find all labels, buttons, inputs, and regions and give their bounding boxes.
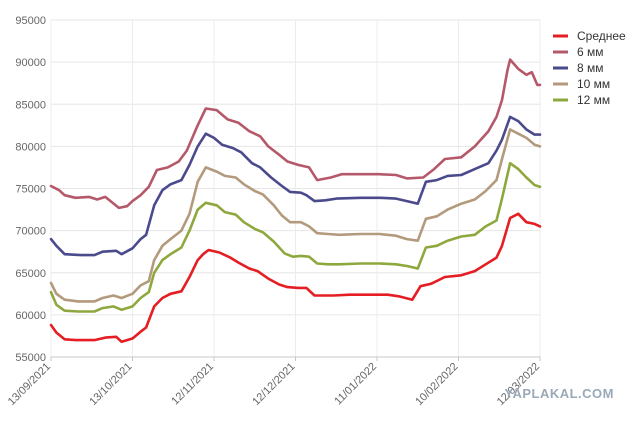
y-tick-label: 65000 <box>15 268 46 280</box>
series-line <box>49 58 542 210</box>
x-tick-label: 11/01/2022 <box>332 361 379 408</box>
y-tick-label: 60000 <box>15 310 46 322</box>
series-line <box>49 128 542 303</box>
watermark-text: YAPLAKAL.COM <box>504 386 614 401</box>
x-tick-label: 12/12/2021 <box>250 361 297 408</box>
x-tick-label: 13/10/2021 <box>87 361 134 408</box>
x-tick-label: 10/02/2022 <box>413 361 460 408</box>
legend-label: 8 мм <box>577 61 604 75</box>
y-axis-ticks: 55000 60000 65000 70000 75000 80000 85000 90000… <box>15 15 46 364</box>
series-line <box>49 212 542 344</box>
legend-label: 12 мм <box>577 93 610 107</box>
series-line <box>49 161 542 313</box>
series-lines <box>49 58 542 344</box>
y-tick-label: 55000 <box>15 352 46 364</box>
x-tick-label: 13/09/2021 <box>6 361 53 408</box>
x-axis-ticks: 13/09/2021 13/10/2021 12/11/2021 12/12/2021… <box>6 357 542 408</box>
y-tick-label: 75000 <box>15 184 46 196</box>
series-line <box>49 115 542 257</box>
y-tick-label: 85000 <box>15 99 46 111</box>
y-tick-label: 90000 <box>15 57 46 69</box>
x-tick-label: 12/11/2021 <box>169 361 216 408</box>
y-tick-label: 80000 <box>15 141 46 153</box>
grid-lines <box>50 19 541 358</box>
y-tick-label: 95000 <box>15 15 46 27</box>
legend-label: Среднее <box>577 29 626 43</box>
legend-label: 10 мм <box>577 77 610 91</box>
y-tick-label: 70000 <box>15 226 46 238</box>
legend-label: 6 мм <box>577 45 604 59</box>
legend: Среднее 6 мм 8 мм 10 мм 12 мм <box>553 29 626 107</box>
